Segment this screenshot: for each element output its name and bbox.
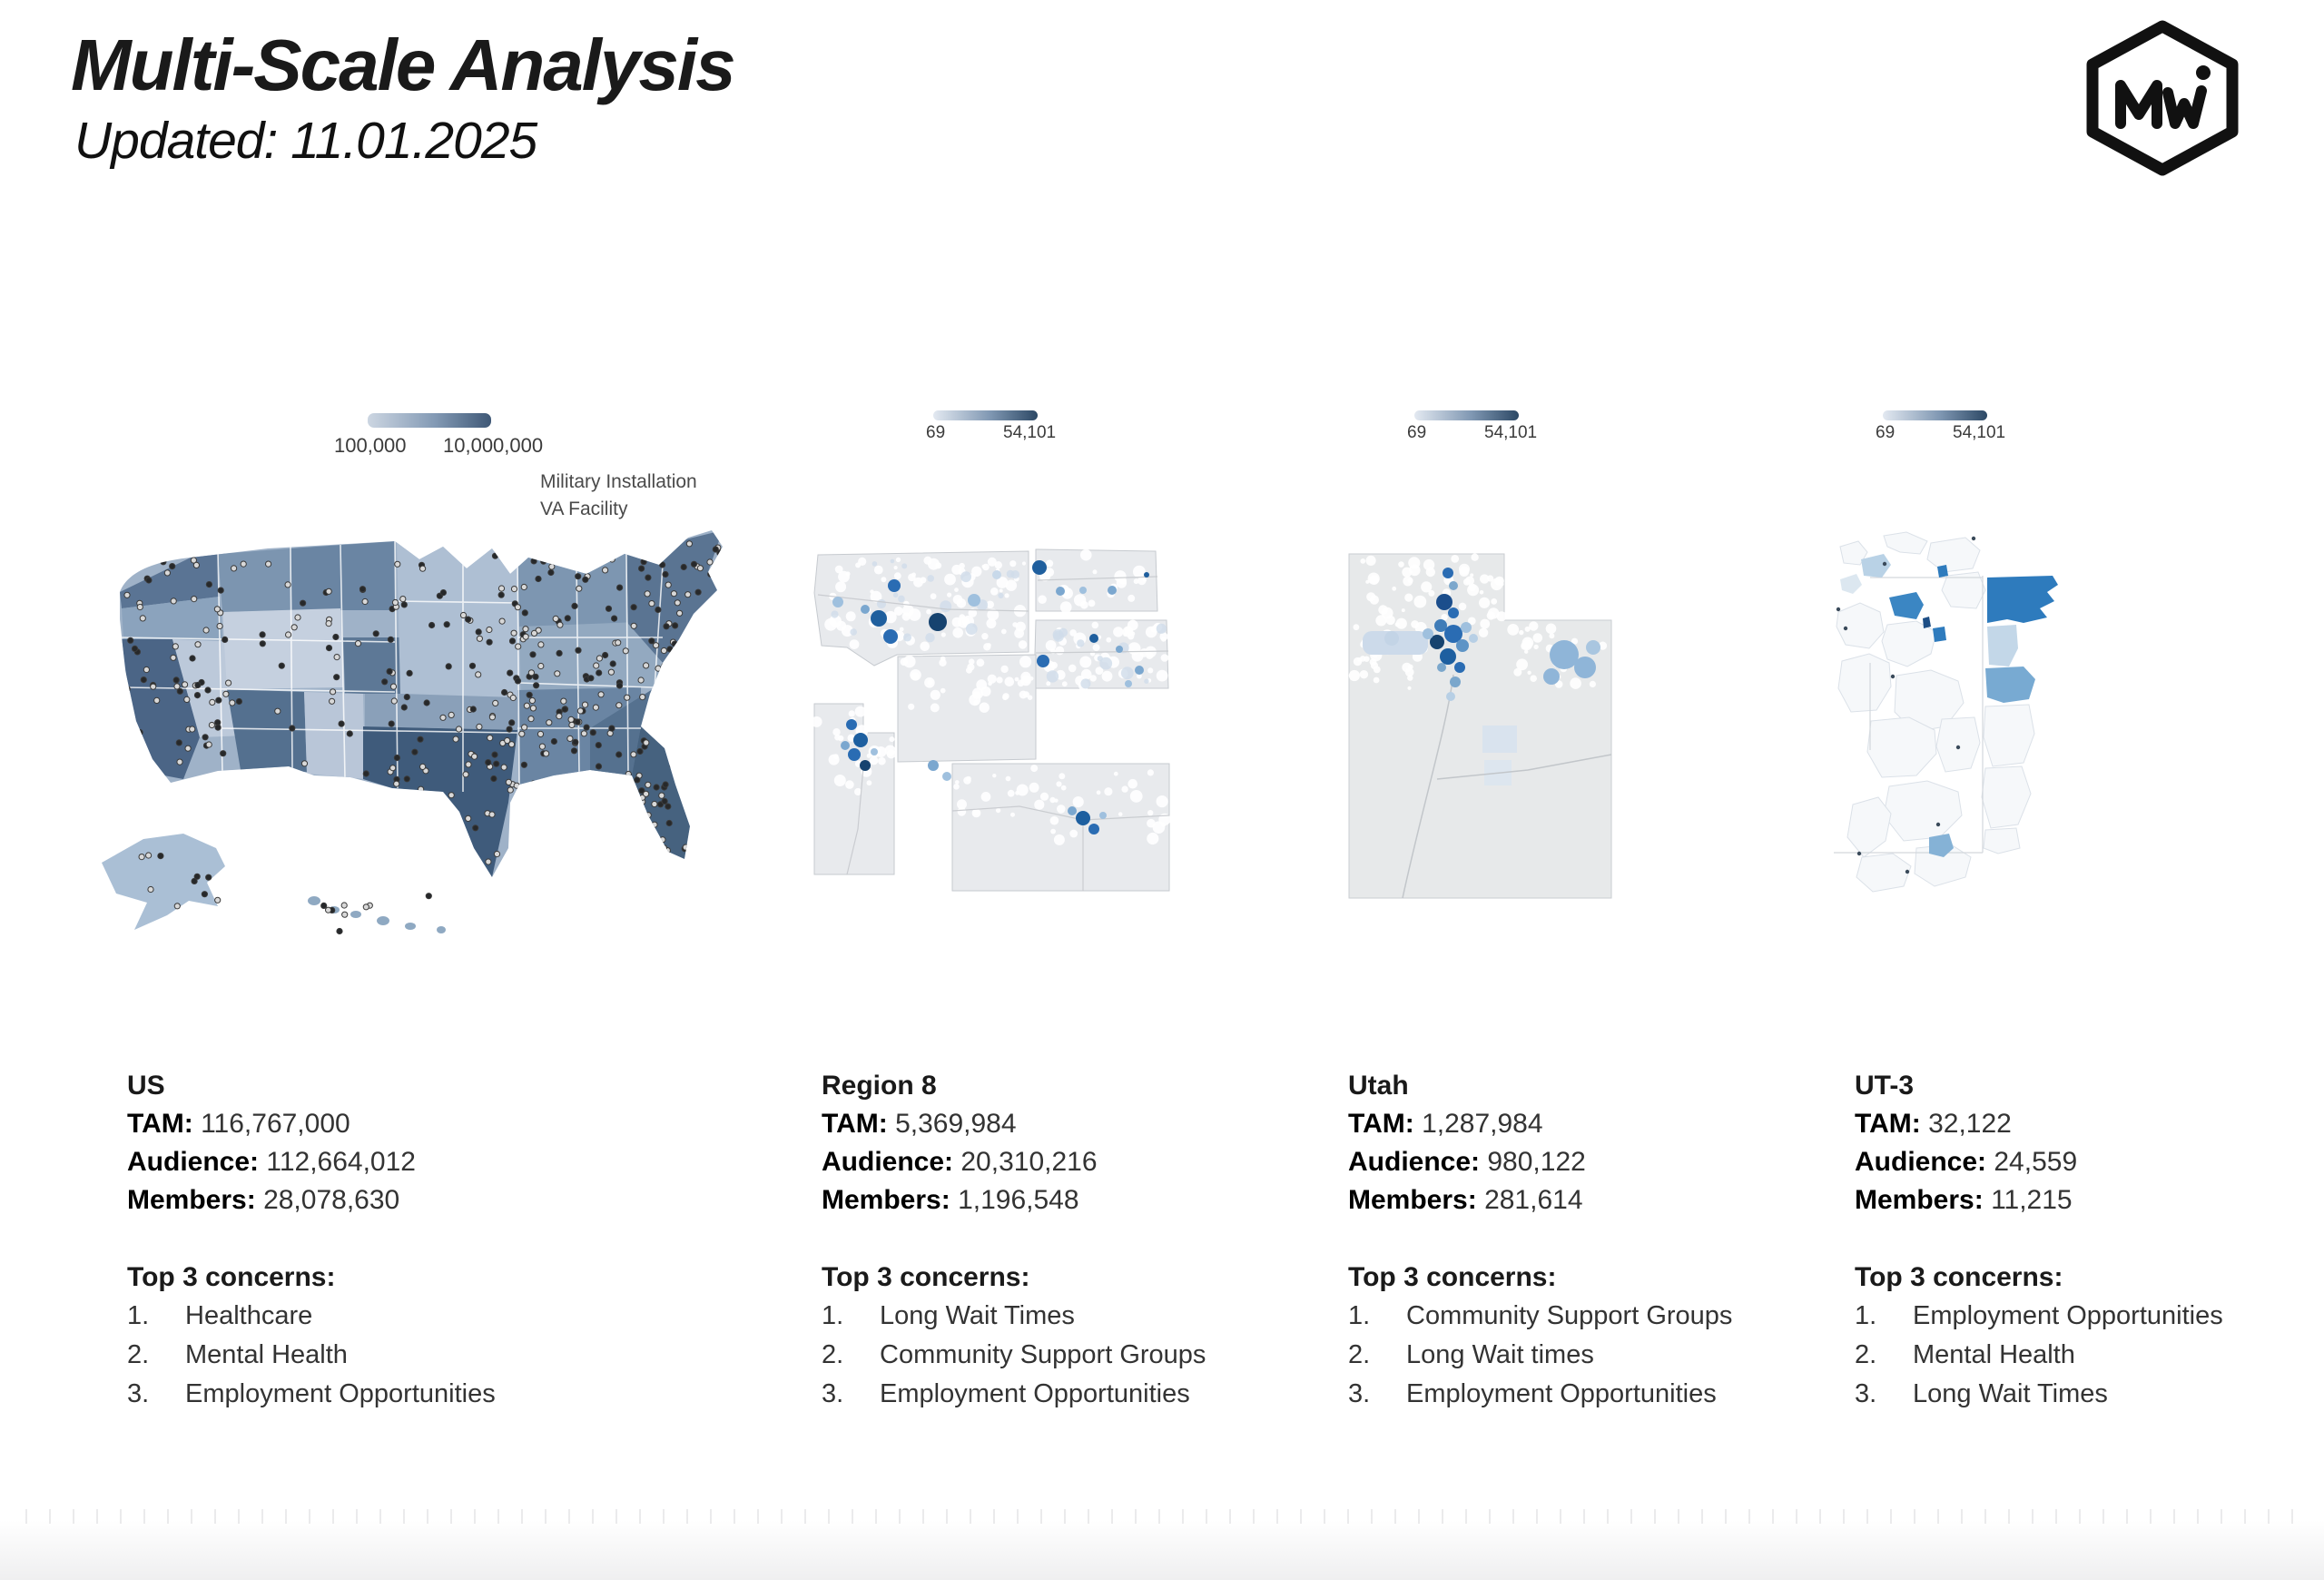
ut3-legend-gradient	[1883, 410, 1987, 420]
region-name: US	[127, 1071, 165, 1101]
utah-slc-cluster	[1384, 568, 1478, 701]
utah-center-light-tract	[1482, 726, 1517, 753]
us-legend-gradient	[368, 413, 491, 428]
montana-shape	[813, 550, 1029, 667]
concern-item: Long Wait Times	[880, 1301, 1075, 1330]
concerns-title: Top 3 concerns:	[127, 1262, 336, 1292]
panel-utah: 69 54,101 Utah TAM: 1,287,984 Audience: …	[1346, 400, 1732, 1489]
page-title: Multi-Scale Analysis	[71, 25, 736, 105]
us-concerns: Top 3 concerns: 1. Healthcare 2. Mental He…	[127, 1258, 496, 1414]
region8-stats: Region 8 TAM: 5,369,984 Audience: 20,310…	[822, 1067, 1098, 1220]
alaska-facility-dots	[138, 852, 222, 910]
updated-date: Updated: 11.01.2025	[74, 112, 537, 170]
utah-east-tracts	[1543, 640, 1600, 685]
us-legend-min: 100,000	[334, 434, 407, 457]
ut3-legend-min: 69	[1876, 423, 1896, 442]
region8-tract-mottling	[811, 548, 1171, 845]
ut3-district-map	[1834, 531, 2058, 893]
region-name: Utah	[1348, 1071, 1409, 1101]
ut3-legend-max: 54,101	[1953, 423, 2006, 442]
panel-region8: 69 54,101 Region 8 TAM: 5,369,984 Audi	[811, 400, 1206, 1489]
utah-concerns: Top 3 concerns: 1. Community Support Grou…	[1348, 1262, 1733, 1408]
region8-roads	[817, 576, 1170, 891]
region8-concerns: Top 3 concerns: 1. Long Wait Times 2. Comm…	[822, 1262, 1206, 1408]
audience-value: 112,664,012	[266, 1147, 416, 1177]
region-name: Region 8	[822, 1071, 937, 1101]
region-name: UT-3	[1855, 1071, 1915, 1101]
concern-item: Healthcare	[185, 1301, 313, 1330]
note-va-facility: VA Facility	[540, 499, 628, 519]
mwi-logo	[2086, 20, 2239, 176]
utah-tract-map	[1348, 553, 1612, 899]
concern-item: Mental Health	[185, 1340, 348, 1369]
panel-us: 100,000 10,000,000 Military Installation…	[82, 400, 758, 1489]
hawaii-facility-dots	[320, 893, 432, 935]
concern-item: Community Support Groups	[1406, 1301, 1733, 1330]
concern-item: Employment Opportunities	[1913, 1301, 2223, 1330]
logo-letter-m-icon	[2115, 80, 2162, 129]
panel-ut3: 69 54,101	[1829, 400, 2223, 1489]
us-legend-max: 10,000,000	[443, 434, 544, 457]
members-value: 28,078,630	[263, 1185, 400, 1215]
logo-letter-i-dot-icon	[2196, 65, 2211, 80]
alaska-shape	[102, 834, 225, 930]
ut3-facility-dots	[1836, 536, 1976, 874]
members-label: Members:	[127, 1185, 256, 1215]
note-military-installation: Military Installation	[540, 471, 697, 492]
region8-population-clusters	[832, 560, 1149, 834]
concern-item: Mental Health	[1913, 1340, 2075, 1369]
region8-tract-map	[811, 548, 1171, 892]
region8-legend-gradient	[933, 410, 1038, 420]
hawaii-shape	[308, 896, 446, 933]
region8-legend-min: 69	[926, 423, 946, 442]
region8-legend-max: 54,101	[1003, 423, 1057, 442]
concern-item: Employment Opportunities	[185, 1379, 496, 1408]
tam-value: 116,767,000	[201, 1109, 350, 1139]
concern-item: Long Wait times	[1406, 1340, 1594, 1369]
utah-legend-min: 69	[1407, 423, 1427, 442]
utah-legend-max: 54,101	[1484, 423, 1538, 442]
ut3-colored-tracts	[1840, 554, 2058, 857]
concern-item: Community Support Groups	[880, 1340, 1206, 1369]
tam-label: TAM:	[127, 1109, 193, 1139]
bottom-fade	[0, 1520, 2324, 1580]
colorado-shape	[951, 763, 1170, 892]
ut3-boundary-lines	[1834, 576, 1984, 854]
us-choropleth-map	[102, 530, 723, 935]
ut3-white-tracts	[1836, 531, 2035, 893]
audience-label: Audience:	[127, 1147, 260, 1177]
ut3-stats: UT-3 TAM: 32,122 Audience: 24,559 Member…	[1855, 1067, 2077, 1220]
us-stats: US TAM: 116,767,000 Audience: 112,664,01…	[127, 1067, 416, 1220]
utah-stats: Utah TAM: 1,287,984 Audience: 980,122 Me…	[1348, 1067, 1586, 1220]
concern-item: Long Wait Times	[1913, 1379, 2108, 1408]
logo-letter-w-icon	[2162, 85, 2207, 129]
concern-item: Employment Opportunities	[1406, 1379, 1717, 1408]
us-map-note: Military Installation VA Facility	[540, 469, 697, 523]
ut3-concerns: Top 3 concerns: 1. Employment Opportuniti…	[1855, 1262, 2223, 1408]
utah-legend-gradient	[1414, 410, 1519, 420]
concern-item: Employment Opportunities	[880, 1379, 1190, 1408]
